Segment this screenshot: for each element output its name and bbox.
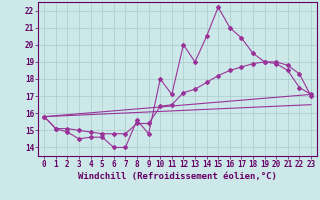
X-axis label: Windchill (Refroidissement éolien,°C): Windchill (Refroidissement éolien,°C) (78, 172, 277, 181)
